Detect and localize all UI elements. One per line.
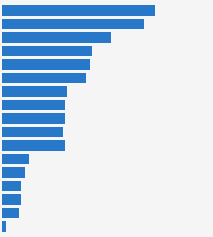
Bar: [2, 46, 92, 56]
Bar: [2, 59, 90, 70]
Bar: [2, 86, 67, 97]
Bar: [2, 167, 25, 178]
Bar: [2, 32, 111, 43]
Bar: [2, 140, 65, 151]
Bar: [2, 73, 86, 83]
Bar: [2, 5, 154, 16]
Bar: [2, 154, 29, 164]
Bar: [2, 113, 65, 124]
Bar: [2, 181, 21, 191]
Bar: [2, 208, 19, 218]
Bar: [2, 19, 144, 29]
Bar: [2, 127, 63, 137]
Bar: [2, 194, 21, 205]
Bar: [2, 100, 65, 110]
Bar: [2, 221, 6, 232]
